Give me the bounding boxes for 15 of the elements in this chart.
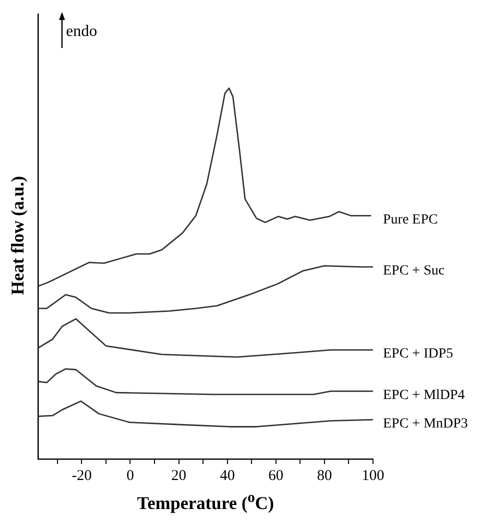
series-label: EPC + MlDP4 [383, 388, 465, 403]
y-axis-title: Heat flow (a.u.) [8, 175, 28, 297]
x-tick-label: 80 [316, 468, 332, 484]
x-tick-label: 20 [171, 468, 186, 484]
series-label: EPC + MnDP3 [383, 416, 468, 432]
series-label: Pure EPC [383, 212, 438, 228]
x-tick-label: 0 [126, 468, 134, 484]
x-tick-label: -20 [72, 468, 92, 484]
series-label: EPC + IDP5 [383, 346, 454, 362]
x-tick-label: 60 [268, 468, 284, 484]
x-tick-label: 40 [220, 468, 235, 484]
text: endo [66, 23, 98, 40]
series-label: EPC + Suc [383, 264, 445, 279]
x-tick-label: 100 [362, 468, 384, 484]
x-axis-title: Temperature ($^{o}$C) [136, 490, 275, 514]
